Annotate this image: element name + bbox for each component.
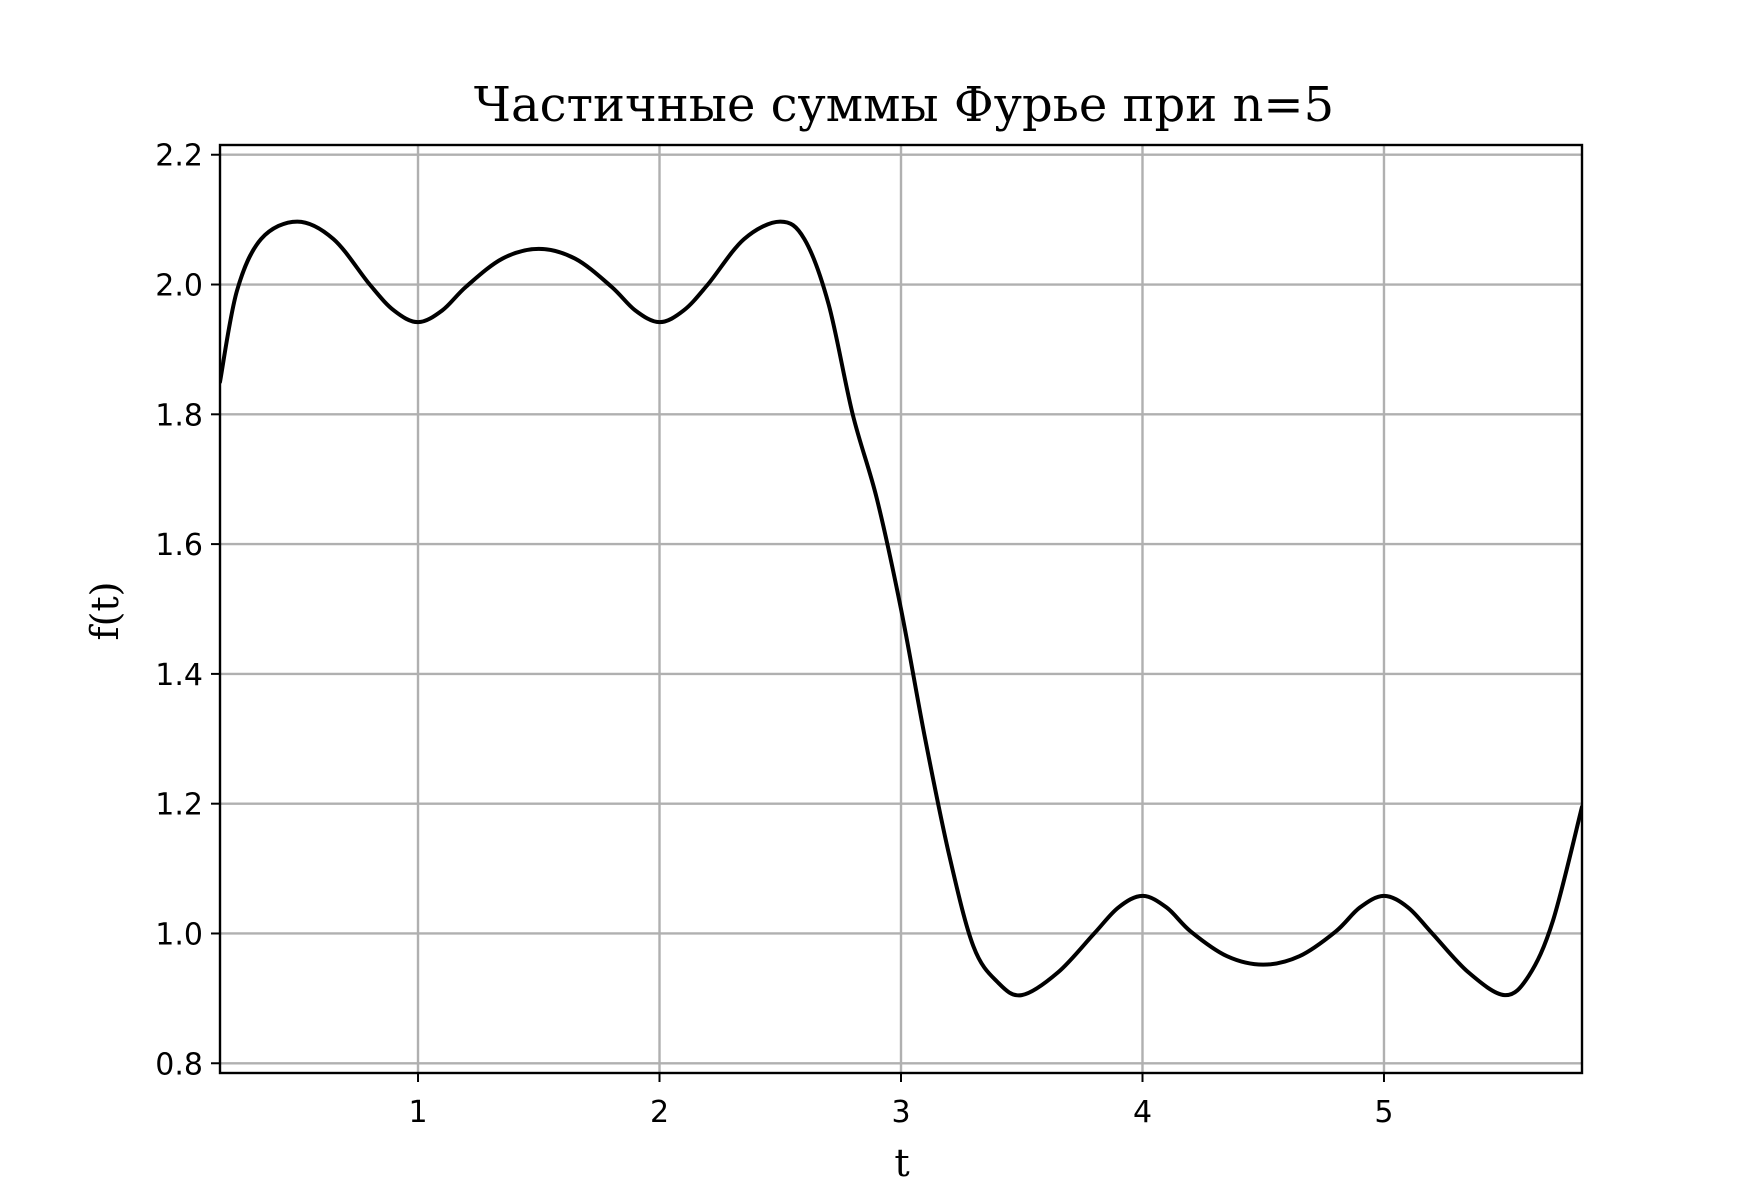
x-axis-ticks: 1 2 3 4 5 [408, 1073, 1394, 1130]
y-tick-label: 1.4 [155, 658, 203, 693]
x-tick-label: 4 [1133, 1095, 1152, 1130]
y-tick-label: 1.0 [155, 917, 203, 952]
x-tick-label: 5 [1374, 1095, 1393, 1130]
y-tick-label: 0.8 [155, 1047, 203, 1082]
y-axis-label: f(t) [83, 582, 127, 641]
y-tick-label: 2.2 [155, 139, 203, 174]
x-tick-label: 2 [650, 1095, 669, 1130]
series-line [220, 219, 1582, 998]
y-axis-ticks: 0.8 1.0 1.2 1.4 1.6 1.8 2.0 2.2 [155, 139, 220, 1082]
chart-title: Частичные суммы Фурье при n=5 [474, 77, 1334, 133]
x-tick-label: 3 [891, 1095, 910, 1130]
y-tick-label: 1.6 [155, 528, 203, 563]
series-group [220, 219, 1582, 998]
x-axis-label: t [894, 1141, 909, 1185]
y-tick-label: 2.0 [155, 269, 203, 304]
y-tick-label: 1.2 [155, 788, 203, 823]
y-tick-label: 1.8 [155, 398, 203, 433]
x-tick-label: 1 [408, 1095, 427, 1130]
grid [220, 145, 1582, 1073]
